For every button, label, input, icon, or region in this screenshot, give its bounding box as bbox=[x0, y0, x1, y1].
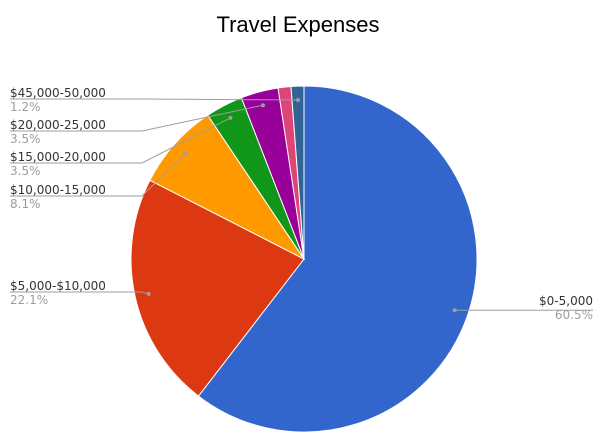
slice-percent-label: 22.1% bbox=[10, 293, 48, 307]
slice-percent-label: 3.5% bbox=[10, 164, 41, 178]
pie-slices bbox=[130, 85, 478, 432]
pie-slice bbox=[197, 85, 478, 432]
chart-title: Travel Expenses bbox=[216, 12, 380, 37]
pie-slice bbox=[130, 179, 305, 397]
slice-label: $20,000-25,000 bbox=[10, 118, 106, 132]
leader-line bbox=[10, 291, 149, 295]
leader-lines bbox=[10, 97, 593, 313]
pie-slice bbox=[290, 85, 305, 260]
slice-percent-label: 3.5% bbox=[10, 132, 41, 146]
slice-label: $45,000-50,000 bbox=[10, 86, 106, 100]
slice-label: $5,000-$10,000 bbox=[10, 279, 106, 293]
leader-line bbox=[10, 152, 186, 197]
slice-label: $15,000-20,000 bbox=[10, 150, 106, 164]
slice-percent-label: 8.1% bbox=[10, 197, 41, 211]
slice-label: $0-5,000 bbox=[539, 294, 593, 308]
leader-line bbox=[10, 117, 231, 164]
leader-line bbox=[10, 104, 264, 132]
pie-slice bbox=[149, 114, 306, 261]
slice-percent-label: 1.2% bbox=[10, 100, 41, 114]
leader-line bbox=[10, 98, 299, 101]
slice-label: $10,000-15,000 bbox=[10, 183, 106, 197]
slice-percent-label: 60.5% bbox=[555, 308, 593, 322]
